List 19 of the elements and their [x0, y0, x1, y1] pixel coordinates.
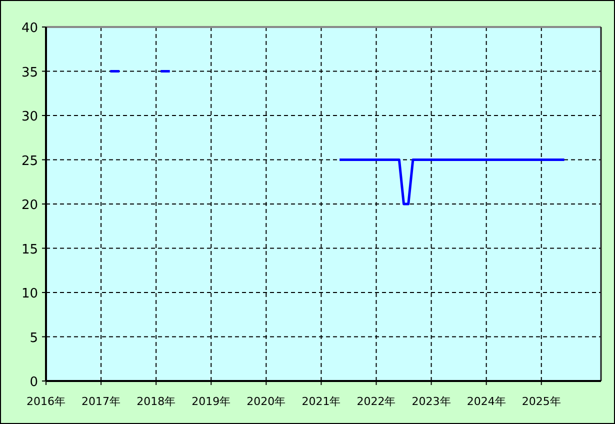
- x-tick-label: 2023年: [412, 395, 451, 408]
- y-tick-label: 15: [21, 242, 38, 258]
- y-tick-label: 20: [21, 198, 38, 213]
- x-tick-label: 2022年: [356, 395, 396, 408]
- y-tick-label: 0: [30, 375, 38, 390]
- y-tick-label: 10: [21, 286, 38, 302]
- y-tick-label: 35: [21, 65, 38, 80]
- x-tick-label: 2016年: [26, 395, 66, 408]
- x-tick-label: 2020年: [246, 395, 286, 408]
- x-tick-label: 2024年: [466, 395, 506, 408]
- y-tick-label: 30: [21, 110, 38, 124]
- x-tick-label: 2018年: [136, 395, 176, 408]
- y-tick-label: 5: [30, 330, 38, 346]
- y-tick-label: 40: [21, 21, 38, 36]
- x-tick-label: 2017年: [82, 395, 121, 408]
- x-tick-label: 2019年: [192, 395, 231, 408]
- y-tick-label: 25: [21, 154, 38, 169]
- x-tick-label: 2021年: [302, 395, 341, 408]
- x-tick-label: 2025年: [522, 395, 561, 408]
